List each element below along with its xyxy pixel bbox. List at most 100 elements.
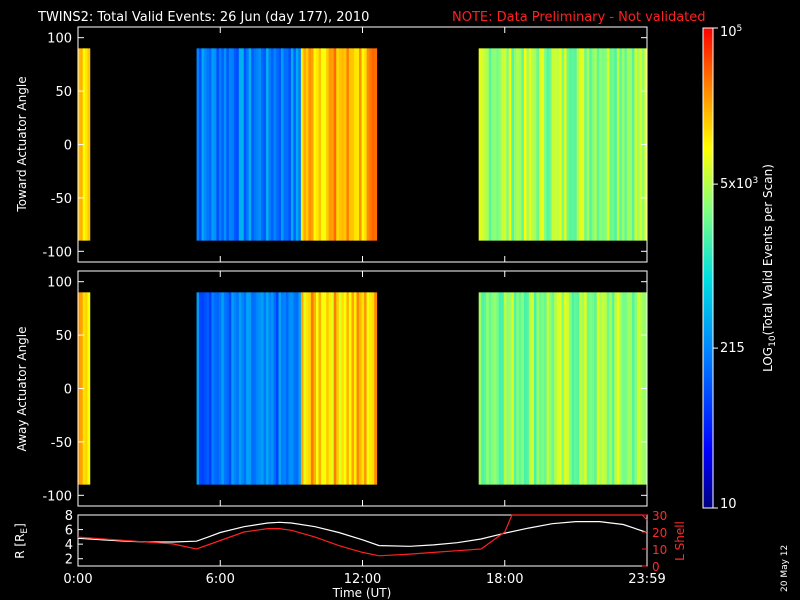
away-heatmap-column [591, 292, 595, 485]
toward-heatmap-column [246, 48, 250, 241]
away-heatmap-column [561, 292, 565, 485]
away-heatmap-column [531, 292, 535, 485]
away-ytick-label: -50 [51, 436, 72, 451]
toward-heatmap-column [295, 48, 299, 241]
away-heatmap-column [564, 292, 567, 485]
away-heatmap-column [321, 292, 325, 485]
away-heatmap-column [243, 292, 247, 485]
toward-heatmap-column [599, 48, 603, 241]
away-heatmap-column [523, 292, 527, 485]
time-xtick-label: 6:00 [206, 572, 235, 587]
away-heatmap-column [331, 292, 335, 485]
toward-heatmap-column [616, 48, 620, 241]
toward-heatmap-column [353, 48, 357, 241]
toward-ytick-label: 100 [47, 32, 72, 47]
away-heatmap-column [503, 292, 507, 485]
toward-heatmap-column [526, 48, 530, 241]
away-heatmap-column [626, 292, 630, 485]
radius-ytick-label: 4 [65, 538, 73, 553]
toward-heatmap-column [293, 48, 297, 241]
toward-heatmap-column [614, 48, 618, 241]
toward-heatmap-column [619, 48, 623, 241]
away-heatmap-column [348, 292, 352, 485]
toward-heatmap-column [256, 48, 260, 241]
radius-axis-label: R [RE] [13, 523, 30, 559]
away-heatmap-column [508, 292, 512, 485]
lshell-ytick-label: 10 [652, 543, 667, 557]
toward-heatmap-column [338, 48, 342, 241]
toward-heatmap-column [496, 48, 500, 241]
away-heatmap-column [318, 292, 322, 485]
radius-ytick-label: 6 [65, 524, 73, 539]
colorbar-label: LOG10(Total Valid Events per Scan) [761, 164, 778, 372]
away-heatmap-column [206, 292, 210, 485]
colorbar-label-sub: 10 [768, 335, 778, 347]
toward-heatmap-column [226, 48, 230, 241]
time-axis-label: Time (UT) [332, 586, 392, 600]
away-y-axis-label: Away Actuator Angle [15, 326, 29, 451]
toward-heatmap-column [531, 48, 535, 241]
away-heatmap-column [248, 292, 252, 485]
toward-heatmap-column [483, 48, 487, 241]
toward-heatmap-column [278, 48, 282, 241]
toward-heatmap-column [601, 48, 605, 241]
away-y-ticks: 100 50 0 -50 -100 [42, 276, 647, 504]
away-heatmap-column [639, 292, 643, 485]
away-heatmap-column [371, 292, 375, 485]
away-heatmap-column [323, 292, 327, 485]
toward-heatmap-column [248, 48, 252, 241]
toward-heatmap-column [201, 48, 205, 241]
toward-heatmap-column [533, 48, 537, 241]
toward-heatmap-column [228, 48, 232, 241]
toward-heatmap-column [82, 48, 86, 241]
toward-heatmap-column [609, 48, 613, 241]
toward-heatmap-column [549, 48, 552, 241]
away-heatmap-column [218, 292, 222, 485]
toward-heatmap-column [364, 48, 368, 241]
away-heatmap-column [221, 292, 225, 485]
colorbar-tick-label: 5x103 [720, 176, 758, 192]
toward-heatmap-column [559, 48, 562, 241]
away-heatmap-column [310, 292, 314, 485]
away-heatmap-column [211, 292, 215, 485]
away-heatmap-column [351, 292, 355, 485]
toward-heatmap-column [511, 48, 515, 241]
toward-heatmap-column [538, 48, 542, 241]
toward-heatmap-column [374, 48, 378, 241]
toward-heatmap-column [516, 48, 520, 241]
radius-series-line [77, 520, 648, 547]
away-heatmap-column [501, 292, 505, 485]
away-heatmap-column [283, 292, 287, 485]
colorbar-tick-label: 215 [720, 341, 745, 356]
toward-heatmap-column [223, 48, 227, 241]
colorbar-label-rest: (Total Valid Events per Scan) [761, 164, 775, 335]
away-heatmap-column [298, 292, 302, 485]
toward-heatmap-column [236, 48, 240, 241]
toward-heatmap-column [518, 48, 522, 241]
away-heatmap-column [631, 292, 635, 485]
toward-heatmap-column [268, 48, 272, 241]
colorbar-tick-label: 10 [720, 497, 737, 512]
toward-heatmap-column [288, 48, 292, 241]
lshell-axis-label: L Shell [673, 521, 687, 561]
toward-heatmap-column [634, 48, 638, 241]
toward-ytick-label: -50 [51, 192, 72, 207]
toward-ytick-label: 0 [64, 139, 72, 154]
toward-heatmap-column [546, 48, 550, 241]
away-heatmap-column [208, 292, 212, 485]
date-stamp: 20 May 12 [780, 545, 790, 592]
away-heatmap-column [293, 292, 297, 485]
toward-heatmap-column [606, 48, 610, 241]
away-heatmap-column [343, 292, 347, 485]
toward-heatmap-column [305, 48, 309, 241]
toward-heatmap-column [493, 48, 497, 241]
away-heatmap-column [634, 292, 638, 485]
toward-heatmap-column [263, 48, 267, 241]
away-heatmap-column [498, 292, 502, 485]
toward-heatmap-column [316, 48, 319, 241]
toward-heatmap-panel: 100 50 0 -50 -100 Toward Actuator Angle [15, 26, 648, 263]
lshell-ytick-label: 0 [652, 560, 660, 574]
toward-heatmap-column [331, 48, 335, 241]
away-heatmap-column [328, 292, 332, 485]
